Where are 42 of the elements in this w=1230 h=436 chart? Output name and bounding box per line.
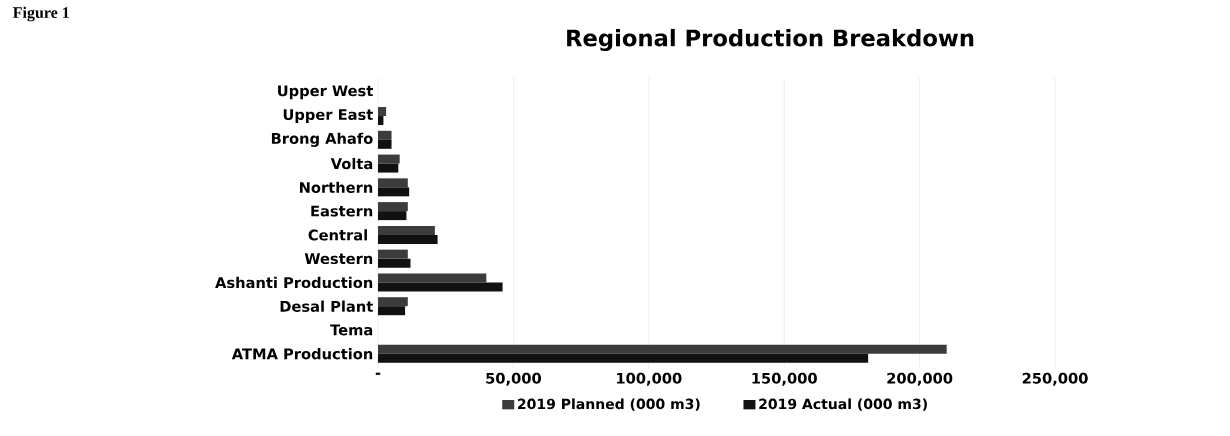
bar (378, 139, 392, 149)
x-tick-label: - (375, 372, 381, 375)
bar (378, 116, 384, 126)
y-tick-label: Eastern (311, 205, 373, 217)
legend-label: 2019 Planned (000 m3) (518, 398, 700, 411)
legend-label: 2019 Actual (000 m3) (759, 398, 927, 411)
y-tick-label: Upper East (283, 109, 373, 123)
y-tick-label: Volta (330, 157, 373, 170)
bar (378, 202, 408, 212)
x-tick-label: 50,000 (486, 372, 542, 386)
bar (378, 344, 947, 354)
y-tick-label: Western (304, 253, 373, 265)
bar (378, 211, 407, 221)
x-tick-label: 200,000 (887, 372, 953, 386)
y-tick-label: Central (308, 229, 367, 241)
y-tick-label: Northern (299, 181, 373, 194)
bar (378, 258, 411, 268)
bar (378, 282, 503, 292)
bar (378, 249, 408, 259)
y-tick-label: ATMA Production (231, 348, 373, 360)
bar (378, 225, 435, 235)
bar (378, 163, 399, 173)
bar (378, 107, 387, 117)
y-tick-label: Desal Plant (280, 300, 373, 312)
bar (378, 273, 487, 283)
y-tick-label: Tema (330, 324, 373, 336)
bar (378, 306, 406, 316)
y-tick-label: Upper West (278, 85, 373, 100)
chart-title: Regional Production Breakdown (567, 28, 974, 52)
x-tick-label: 150,000 (752, 372, 817, 386)
bar (378, 178, 408, 188)
bar (378, 154, 400, 164)
bar (378, 353, 869, 363)
y-tick-label: Brong Ahafo (271, 132, 373, 147)
bar (378, 187, 410, 197)
bar (378, 297, 408, 307)
bar (378, 234, 438, 244)
caption: Figure 1 (12, 6, 69, 22)
bar (378, 130, 392, 140)
x-tick-label: 100,000 (617, 372, 682, 386)
x-tick-label: 250,000 (1022, 372, 1088, 386)
y-tick-label: Ashanti Production (215, 276, 373, 289)
